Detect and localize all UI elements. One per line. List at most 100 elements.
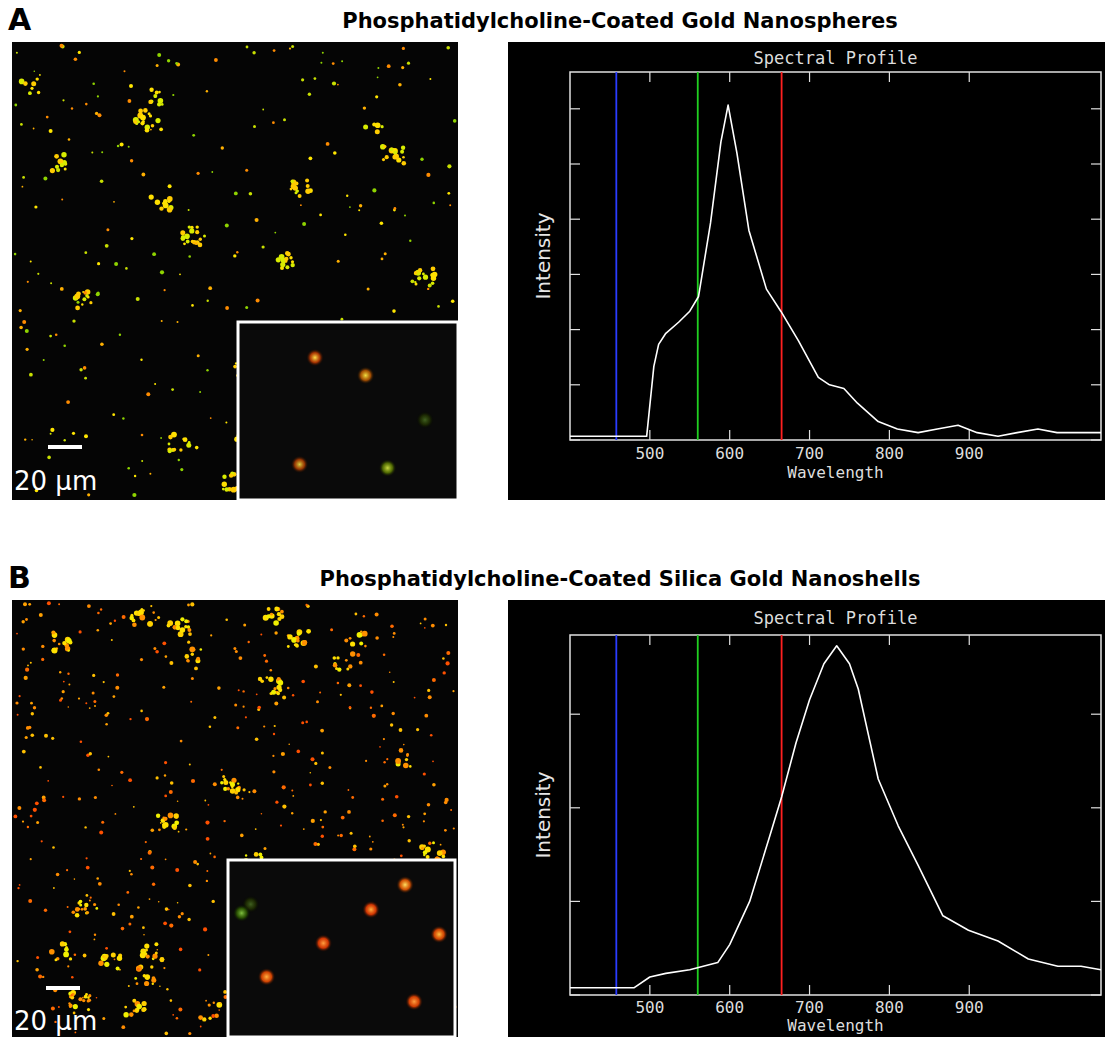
inset-particle <box>306 349 324 367</box>
particle-cluster <box>417 276 421 280</box>
particle <box>242 798 244 800</box>
particle <box>78 997 82 1001</box>
particle <box>171 388 174 391</box>
particle <box>404 215 406 217</box>
particle <box>213 716 216 719</box>
particle <box>210 634 212 636</box>
particle <box>114 262 118 266</box>
particle <box>41 645 44 648</box>
particle <box>102 1017 105 1020</box>
particle-cluster <box>267 607 271 611</box>
particle <box>203 927 207 931</box>
particle-cluster <box>149 195 154 200</box>
reference-line <box>781 635 783 995</box>
particle <box>212 900 215 903</box>
particle <box>42 798 46 802</box>
particle <box>175 868 179 872</box>
particle <box>159 986 161 988</box>
particle <box>211 171 213 173</box>
particle-cluster <box>104 962 109 967</box>
particle <box>53 887 55 889</box>
particle <box>111 639 113 641</box>
x-tick-top <box>649 635 650 645</box>
scale-label: 20 μm <box>14 1006 97 1036</box>
particle <box>27 826 29 828</box>
y-axis-title: Intensity <box>531 771 555 858</box>
particle <box>140 359 142 361</box>
particle <box>164 761 167 764</box>
particle <box>50 433 52 435</box>
particle <box>49 335 52 338</box>
y-tick-right <box>1091 807 1101 808</box>
particle <box>84 251 87 254</box>
particle <box>430 734 433 737</box>
particle-cluster <box>62 641 66 645</box>
scale-bar <box>48 445 82 449</box>
particle <box>351 796 354 799</box>
particle <box>319 692 321 694</box>
particle <box>86 911 89 914</box>
particle <box>344 639 348 643</box>
particle <box>34 71 36 73</box>
particle <box>86 866 90 870</box>
particle <box>297 750 301 754</box>
particle-cluster <box>295 643 299 647</box>
particle <box>423 820 425 822</box>
particle-cluster <box>189 646 195 652</box>
particle <box>162 686 165 689</box>
particle <box>28 899 32 903</box>
particle-cluster <box>58 643 61 646</box>
particle <box>194 667 198 671</box>
particle <box>272 770 275 773</box>
particle <box>233 254 236 257</box>
particle-cluster <box>162 202 165 205</box>
particle <box>445 624 447 626</box>
particle <box>95 112 98 115</box>
particle <box>29 373 33 377</box>
particle <box>206 90 208 92</box>
particle-cluster <box>140 115 146 121</box>
particle <box>233 647 236 650</box>
particle <box>23 602 27 606</box>
particle <box>37 273 39 275</box>
particle <box>291 790 293 792</box>
particle <box>24 676 28 680</box>
particle-cluster <box>185 654 190 659</box>
particle <box>301 721 304 724</box>
reference-line <box>615 635 617 995</box>
particle <box>383 653 386 656</box>
particle <box>402 47 405 50</box>
particle <box>122 615 126 619</box>
particle-cluster <box>187 628 191 632</box>
particle <box>424 714 428 718</box>
particle-cluster <box>132 622 137 627</box>
particle <box>62 690 65 693</box>
particle <box>395 795 399 799</box>
particle <box>150 129 152 131</box>
particle-cluster <box>295 644 299 648</box>
particle-cluster <box>237 782 239 784</box>
particle <box>98 882 102 886</box>
particle <box>25 736 28 739</box>
x-tick-label: 600 <box>715 998 744 1017</box>
x-tick <box>729 430 730 440</box>
particle <box>349 706 352 709</box>
particle <box>193 242 195 244</box>
plot-frame <box>570 72 1101 440</box>
particle <box>392 636 394 638</box>
particle <box>305 604 307 606</box>
inset-particle <box>357 366 375 384</box>
particle <box>239 656 243 660</box>
particle-cluster <box>158 828 161 831</box>
particle <box>16 960 18 962</box>
particle-cluster <box>306 629 311 634</box>
particle <box>282 805 286 809</box>
particle <box>169 661 173 665</box>
particle <box>252 51 255 54</box>
particle-cluster <box>84 995 88 999</box>
particle <box>146 392 150 396</box>
particle <box>63 439 65 441</box>
particle <box>311 757 315 761</box>
particle-cluster <box>180 617 184 621</box>
particle <box>19 326 23 330</box>
